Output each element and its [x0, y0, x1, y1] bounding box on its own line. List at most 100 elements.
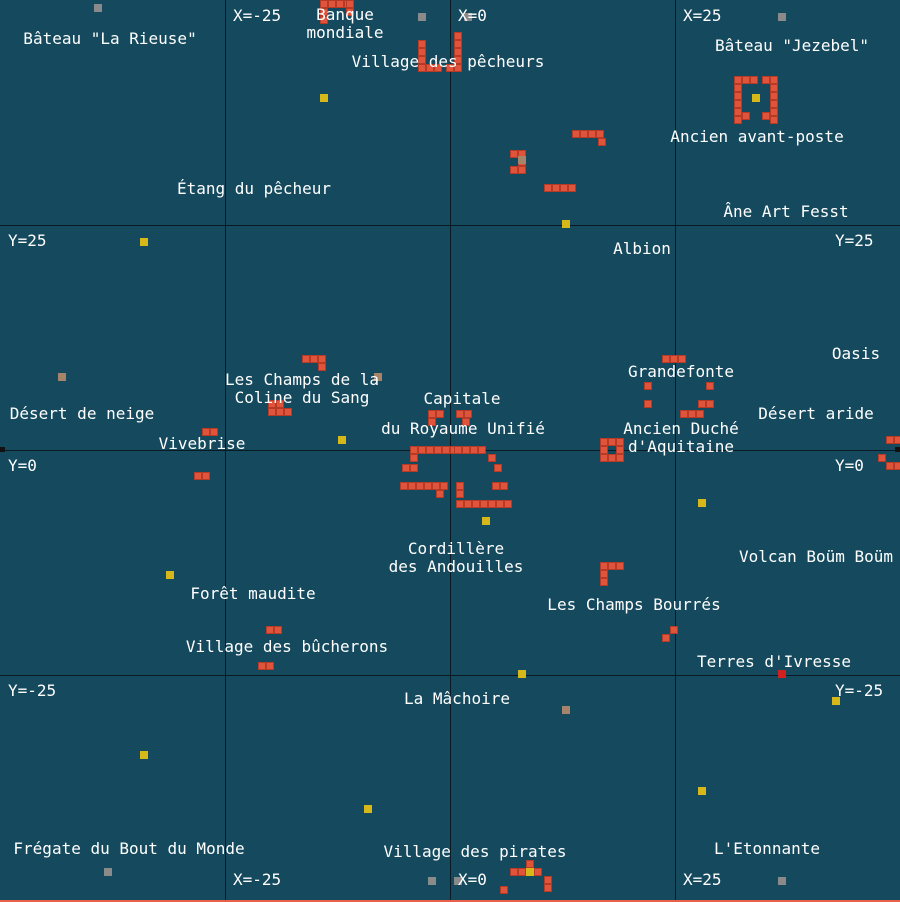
- coord-label-x-25-bottom: X=25: [683, 870, 722, 889]
- building-tile: [464, 410, 472, 418]
- building-tile: [310, 355, 318, 363]
- building-tile: [428, 418, 436, 426]
- building-tile: [426, 64, 434, 72]
- place-label-desert-aride[interactable]: Désert aride: [758, 404, 874, 423]
- building-tile: [418, 48, 426, 56]
- yellow-point-marker[interactable]: [562, 220, 570, 228]
- building-tile: [328, 0, 336, 8]
- place-label-etang-du-pecheur[interactable]: Étang du pêcheur: [176, 179, 332, 198]
- yellow-point-marker[interactable]: [518, 670, 526, 678]
- building-tile: [510, 166, 518, 174]
- building-tile: [504, 500, 512, 508]
- building-tile: [560, 184, 568, 192]
- yellow-point-marker[interactable]: [364, 805, 372, 813]
- building-tile: [416, 482, 424, 490]
- tan-point-marker[interactable]: [58, 373, 66, 381]
- gray-point-marker[interactable]: [454, 877, 462, 885]
- yellow-point-marker[interactable]: [320, 94, 328, 102]
- place-label-oasis[interactable]: Oasis: [831, 344, 881, 363]
- place-label-village-des-pirates[interactable]: Village des pirates: [383, 842, 567, 861]
- yellow-point-marker[interactable]: [140, 751, 148, 759]
- building-tile: [494, 464, 502, 472]
- place-label-champs-bourres[interactable]: Les Champs Bourrés: [547, 595, 721, 614]
- coord-label-y-25-left: Y=25: [8, 231, 47, 250]
- gray-point-marker[interactable]: [94, 4, 102, 12]
- building-tile: [544, 184, 552, 192]
- place-label-bateau-la-rieuse[interactable]: Bâteau "La Rieuse": [23, 29, 197, 48]
- place-label-volcan-boum-boum[interactable]: Volcan Boüm Boüm: [738, 547, 894, 566]
- place-label-village-des-pecheurs[interactable]: Village des pêcheurs: [351, 52, 545, 71]
- place-label-desert-de-neige[interactable]: Désert de neige: [9, 404, 155, 423]
- building-tile: [500, 482, 508, 490]
- coord-label-y-25-right: Y=25: [835, 231, 874, 250]
- building-tile: [534, 868, 542, 876]
- map-bottom-edge: [0, 900, 900, 902]
- building-tile: [608, 562, 616, 570]
- coord-label-x-25-top: X=25: [683, 6, 722, 25]
- building-tile: [616, 446, 624, 454]
- building-tile: [258, 662, 266, 670]
- building-tile: [600, 570, 608, 578]
- place-label-vivebrise[interactable]: Vivebrise: [158, 434, 246, 453]
- tan-point-marker[interactable]: [562, 706, 570, 714]
- building-tile: [762, 76, 770, 84]
- place-label-capitale[interactable]: Capitale: [423, 389, 501, 408]
- building-tile: [886, 462, 894, 470]
- gray-point-marker[interactable]: [104, 868, 112, 876]
- yellow-point-marker[interactable]: [166, 571, 174, 579]
- red-point-marker[interactable]: [778, 670, 786, 678]
- building-tile: [616, 454, 624, 462]
- place-label-bateau-jezebel[interactable]: Bâteau "Jezebel": [714, 36, 870, 55]
- place-label-la-machoire[interactable]: La Mâchoire: [404, 689, 510, 708]
- place-label-grandefonte[interactable]: Grandefonte: [628, 362, 734, 381]
- yellow-point-marker[interactable]: [752, 94, 760, 102]
- place-label-banque-mondiale[interactable]: Banque mondiale: [306, 5, 384, 42]
- place-label-royaume-unifie[interactable]: du Royaume Unifié: [381, 419, 545, 438]
- building-tile: [470, 446, 478, 454]
- building-tile: [568, 184, 576, 192]
- yellow-point-marker[interactable]: [140, 238, 148, 246]
- coord-label-x-0-bottom: X=0: [458, 870, 487, 889]
- gray-point-marker[interactable]: [418, 13, 426, 21]
- gray-point-marker[interactable]: [778, 13, 786, 21]
- gray-point-marker[interactable]: [778, 877, 786, 885]
- place-label-ancien-duche-aquitaine[interactable]: Ancien Duché d'Aquitaine: [623, 419, 739, 456]
- place-label-champs-coline-du-sang[interactable]: Les Champs de la Coline du Sang: [224, 370, 380, 407]
- place-label-cordillere-des-andouilles[interactable]: Cordillère des Andouilles: [388, 539, 524, 576]
- building-tile: [580, 130, 588, 138]
- building-tile: [510, 150, 518, 158]
- yellow-point-marker[interactable]: [698, 787, 706, 795]
- yellow-point-marker[interactable]: [482, 517, 490, 525]
- building-tile: [336, 0, 344, 8]
- gray-point-marker[interactable]: [464, 13, 472, 21]
- tan-point-marker[interactable]: [374, 373, 382, 381]
- place-label-albion[interactable]: Albion: [613, 239, 671, 258]
- yellow-point-marker[interactable]: [698, 499, 706, 507]
- building-tile: [496, 500, 504, 508]
- building-tile: [770, 108, 778, 116]
- place-label-village-des-bucherons[interactable]: Village des bûcherons: [185, 637, 389, 656]
- yellow-point-marker[interactable]: [338, 436, 346, 444]
- yellow-point-marker[interactable]: [832, 697, 840, 705]
- gray-point-marker[interactable]: [428, 877, 436, 885]
- place-label-terres-d-ivresse[interactable]: Terres d'Ivresse: [696, 652, 852, 671]
- building-tile: [600, 438, 608, 446]
- building-tile: [194, 472, 202, 480]
- place-label-ane-art-fesst[interactable]: Âne Art Fesst: [723, 202, 849, 221]
- building-tile: [418, 40, 426, 48]
- building-tile: [408, 482, 416, 490]
- place-label-fregate-du-bout-du-monde[interactable]: Frégate du Bout du Monde: [13, 839, 245, 858]
- building-tile: [662, 355, 670, 363]
- building-tile: [600, 578, 608, 586]
- place-label-foret-maudite[interactable]: Forêt maudite: [190, 584, 316, 603]
- building-tile: [510, 868, 518, 876]
- building-tile: [734, 92, 742, 100]
- building-tile: [202, 472, 210, 480]
- tan-point-marker[interactable]: [518, 156, 526, 164]
- building-tile: [318, 363, 326, 371]
- building-tile: [202, 428, 210, 436]
- yellow-point-marker[interactable]: [526, 868, 534, 876]
- place-label-l-etonnante[interactable]: L'Etonnante: [714, 839, 820, 858]
- place-label-ancien-avant-poste[interactable]: Ancien avant-poste: [670, 127, 844, 146]
